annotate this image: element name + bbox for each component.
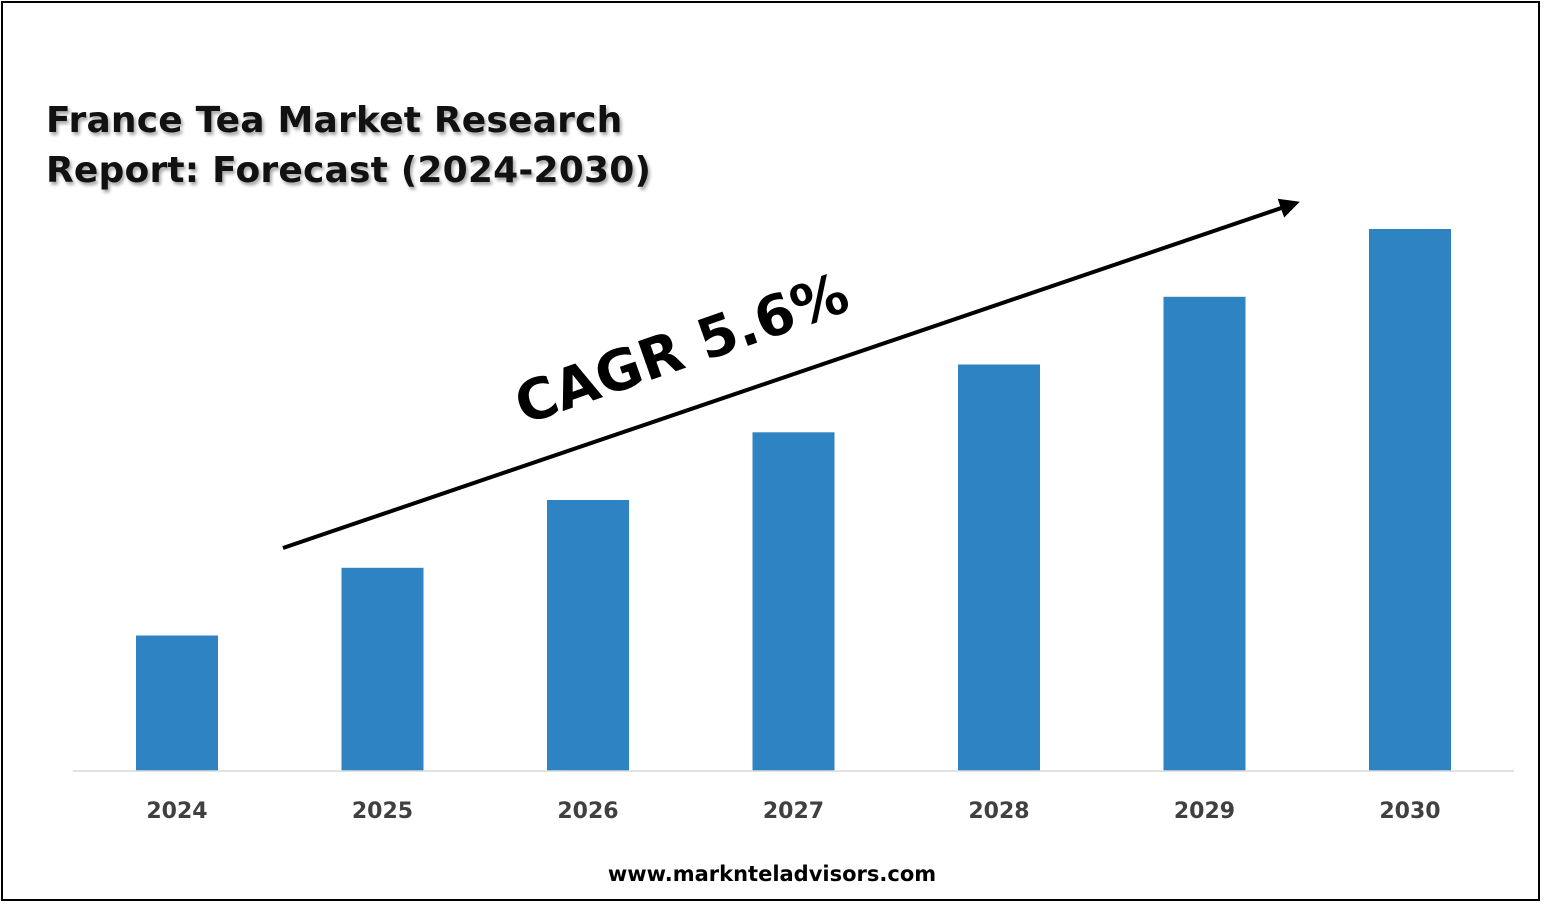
bar-2030 [1369, 229, 1451, 771]
x-tick-label-2029: 2029 [1174, 799, 1235, 824]
bar-series [136, 229, 1451, 772]
x-tick-label-2025: 2025 [352, 799, 413, 824]
x-tick-label-2026: 2026 [557, 799, 618, 824]
bar-2026 [547, 500, 629, 771]
bar-2025 [341, 567, 424, 772]
bar-2028 [958, 364, 1040, 771]
bar-2024 [136, 635, 218, 771]
bar-2027 [752, 432, 835, 772]
cagr-arrow [282, 198, 1300, 550]
x-tick-label-2027: 2027 [763, 799, 824, 824]
x-tick-label-2024: 2024 [146, 799, 207, 824]
title-line-1: France Tea Market Research [46, 100, 623, 141]
x-axis-tick-labels: 2024 2025 2026 2027 2028 2029 2030 [146, 799, 1440, 824]
chart-title: France Tea Market Research Report: Forec… [46, 96, 651, 196]
source-website: www.marknteladvisors.com [607, 862, 937, 886]
x-tick-label-2028: 2028 [968, 799, 1029, 824]
x-tick-label-2030: 2030 [1379, 799, 1440, 824]
title-line-2: Report: Forecast (2024-2030) [46, 150, 652, 191]
bar-2029 [1163, 296, 1246, 772]
